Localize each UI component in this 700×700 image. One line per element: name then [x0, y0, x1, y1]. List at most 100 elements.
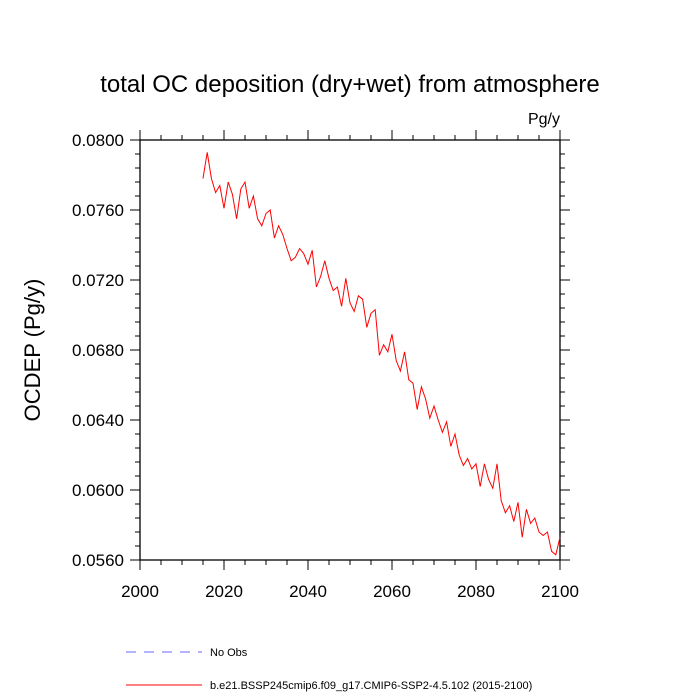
axis-tick-labels: 2000 2020 2040 2060 2080 2100 0.0560 0.0600 0.06… [72, 131, 579, 601]
series-point [253, 195, 254, 196]
series-line [202, 152, 561, 556]
series-point [244, 181, 245, 182]
series-point [286, 248, 287, 249]
y-axis-label: OCDEP (Pg/y) [20, 279, 45, 422]
units-label: Pg/y [528, 111, 560, 128]
series-point [307, 264, 308, 265]
series-point [362, 299, 363, 300]
series-point [261, 225, 262, 226]
series-point [471, 468, 472, 469]
series-point [320, 276, 321, 277]
series-point [282, 234, 283, 235]
series-point [299, 248, 300, 249]
x-tick-label: 2000 [121, 582, 159, 601]
series-point [396, 360, 397, 361]
series-point [333, 290, 334, 291]
series-point [438, 419, 439, 420]
series-point [349, 302, 350, 303]
series-point [257, 218, 258, 219]
series-point [207, 152, 208, 153]
series-point [379, 355, 380, 356]
legend-label: No Obs [210, 647, 248, 659]
series-point [211, 178, 212, 179]
series-point [522, 537, 523, 538]
series-point [295, 257, 296, 258]
y-tick-label: 0.0720 [72, 271, 124, 290]
series-point [505, 512, 506, 513]
series-point [463, 465, 464, 466]
series-point [480, 486, 481, 487]
series-point [354, 311, 355, 312]
series-point [228, 181, 229, 182]
series-point [303, 253, 304, 254]
series-point [265, 213, 266, 214]
legend: No Obs b.e21.BSSP245cmip6.f09_g17.CMIP6-S… [126, 647, 532, 692]
series-point [534, 517, 535, 518]
series-point [530, 523, 531, 524]
series-point [324, 260, 325, 261]
data-series [202, 152, 561, 556]
series-point [316, 286, 317, 287]
series-point [370, 313, 371, 314]
series-point [517, 502, 518, 503]
series-point [543, 535, 544, 536]
series-point [278, 225, 279, 226]
y-tick-label: 0.0640 [72, 411, 124, 430]
series-point [421, 386, 422, 387]
x-tick-label: 2100 [541, 582, 579, 601]
chart-title: total OC deposition (dry+wet) from atmos… [100, 71, 600, 98]
series-point [202, 178, 203, 179]
series-point [526, 509, 527, 510]
legend-label: b.e21.BSSP245cmip6.f09_g17.CMIP6-SSP2-4.… [210, 680, 532, 692]
series-point [366, 327, 367, 328]
series-point [488, 479, 489, 480]
series-point [391, 334, 392, 335]
y-tick-label: 0.0560 [72, 551, 124, 570]
series-point [467, 458, 468, 459]
series-point [450, 446, 451, 447]
series-point [433, 405, 434, 406]
series-point [475, 463, 476, 464]
series-point [547, 531, 548, 532]
series-point [328, 278, 329, 279]
series-point [387, 351, 388, 352]
x-tick-label: 2040 [289, 582, 327, 601]
series-point [312, 250, 313, 251]
axis-ticks [130, 130, 570, 570]
series-point [555, 554, 556, 555]
series-point [412, 383, 413, 384]
series-point [358, 295, 359, 296]
series-point [442, 432, 443, 433]
series-point [408, 379, 409, 380]
series-point [509, 505, 510, 506]
y-tick-label: 0.0800 [72, 131, 124, 150]
series-point [501, 500, 502, 501]
x-tick-label: 2080 [457, 582, 495, 601]
series-point [400, 370, 401, 371]
series-point [446, 421, 447, 422]
series-point [223, 208, 224, 209]
series-point [219, 185, 220, 186]
series-point [538, 531, 539, 532]
series-point [337, 286, 338, 287]
series-point [291, 260, 292, 261]
series-point [345, 278, 346, 279]
series-point [240, 188, 241, 189]
plot-frame [139, 139, 561, 561]
series-point [232, 194, 233, 195]
series-point [274, 237, 275, 238]
series-point [425, 398, 426, 399]
series-point [383, 344, 384, 345]
series-point [551, 551, 552, 552]
series-point [559, 537, 560, 538]
y-tick-label: 0.0680 [72, 341, 124, 360]
series-point [236, 218, 237, 219]
series-point [484, 463, 485, 464]
series-point [249, 208, 250, 209]
series-point [492, 488, 493, 489]
series-point [270, 209, 271, 210]
x-tick-label: 2060 [373, 582, 411, 601]
series-point [417, 409, 418, 410]
series-point [454, 433, 455, 434]
